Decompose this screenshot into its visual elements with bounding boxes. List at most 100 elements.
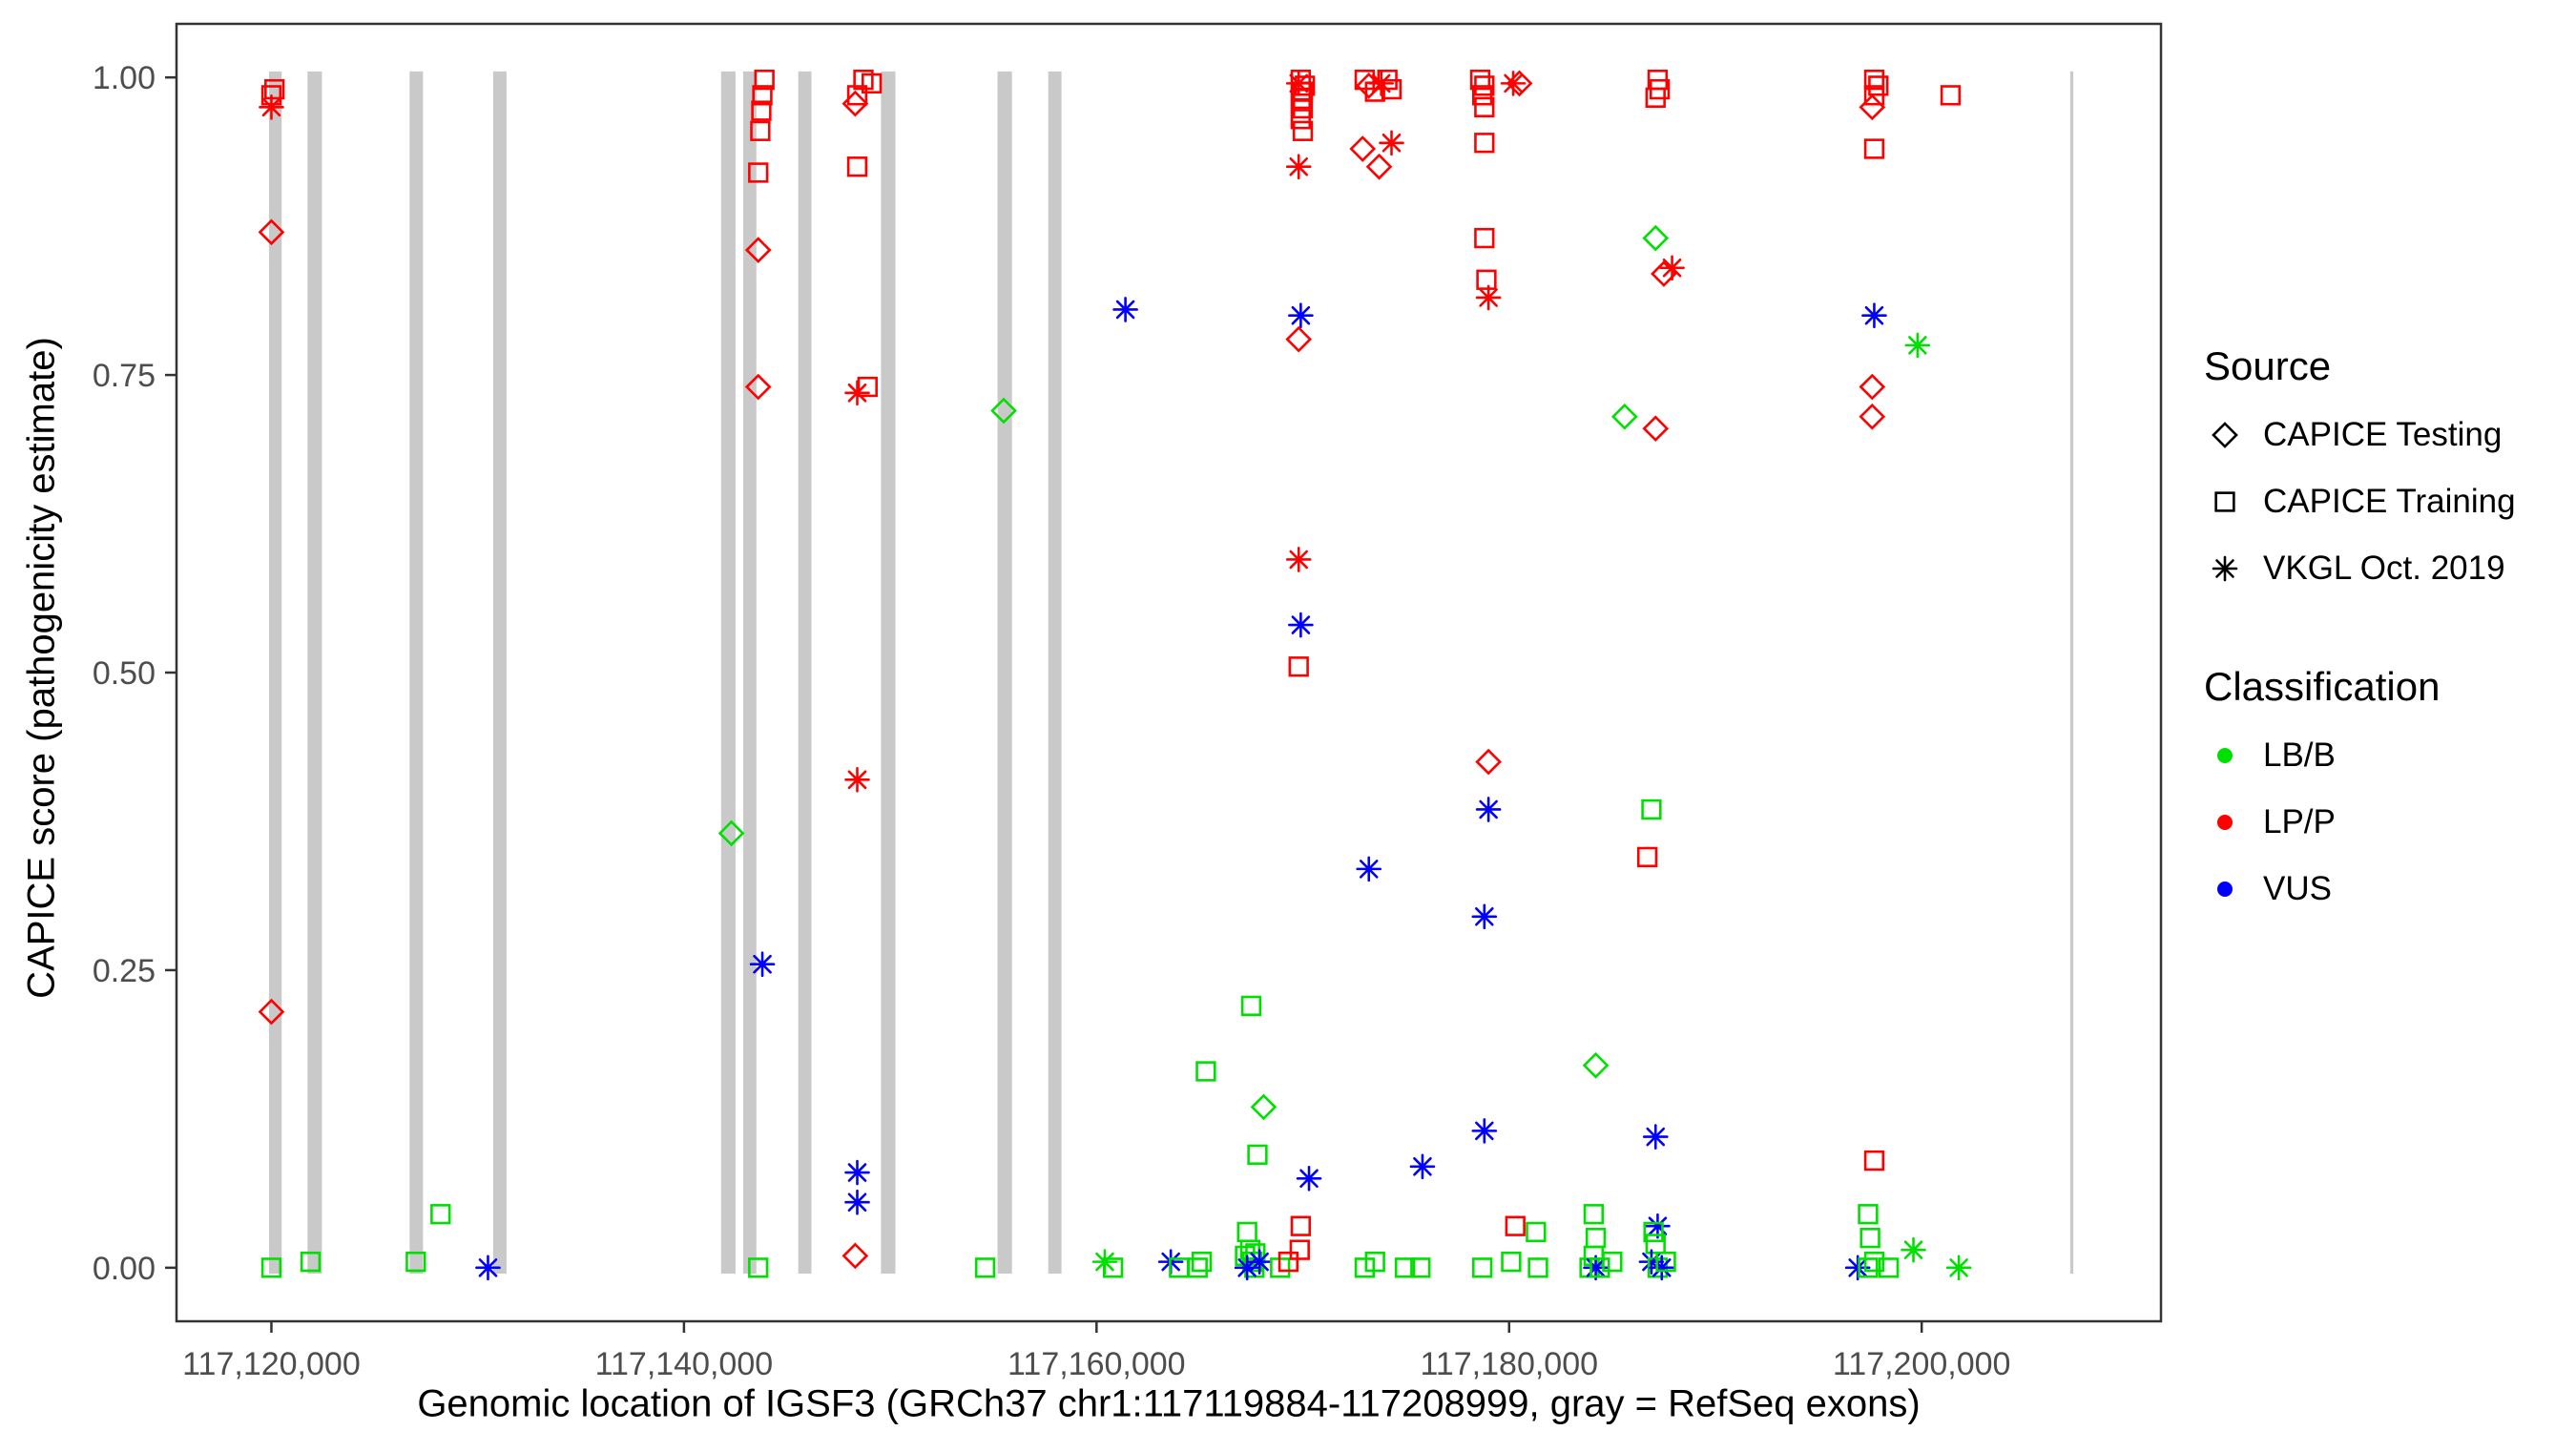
data-point <box>1471 1257 1493 1278</box>
data-point <box>1236 1221 1257 1243</box>
data-point <box>1863 85 1885 106</box>
data-point <box>744 237 772 263</box>
color-dot-icon <box>2204 735 2246 777</box>
data-point <box>1655 1251 1676 1273</box>
data-point <box>1585 1228 1607 1249</box>
plot-panel-border <box>175 22 2163 1323</box>
data-point <box>1641 798 1662 820</box>
data-point <box>1858 1257 1879 1278</box>
data-point <box>844 766 870 793</box>
y-tick-label: 0.75 <box>93 358 156 394</box>
data-point <box>1471 85 1493 106</box>
data-point <box>1651 260 1677 287</box>
data-point <box>1288 612 1314 638</box>
data-point <box>1246 1249 1273 1275</box>
data-point <box>717 819 745 847</box>
data-point <box>1500 71 1527 96</box>
legend-classification-group: Classification LB/B LP/P VUS <box>2204 664 2576 910</box>
data-point <box>1368 71 1395 96</box>
data-point <box>748 1257 769 1278</box>
data-point <box>1602 1251 1623 1273</box>
color-dot-icon <box>2204 801 2246 843</box>
data-point <box>1526 1221 1547 1243</box>
data-point <box>1354 1257 1376 1278</box>
data-point <box>1582 1051 1610 1079</box>
data-point <box>1292 97 1314 119</box>
data-point <box>300 1251 322 1273</box>
data-point <box>1278 1251 1299 1273</box>
legend-source-title: Source <box>2204 343 2332 388</box>
refseq-exon-bar <box>409 71 424 1275</box>
data-point <box>857 376 878 398</box>
y-tick-label: 0.25 <box>93 953 156 989</box>
x-tick-label: 117,140,000 <box>595 1346 774 1382</box>
legend-classification-items: LB/B LP/P VUS <box>2204 735 2576 910</box>
data-point <box>1863 1150 1885 1172</box>
data-point <box>1863 69 1885 91</box>
refseq-exon-bar <box>2069 71 2074 1275</box>
data-point <box>1527 1257 1548 1278</box>
legend-source-items: CAPICE Testing CAPICE Training VKGL Oct. 2… <box>2204 414 2576 590</box>
data-point <box>1476 269 1497 290</box>
data-point <box>1475 748 1502 776</box>
legend-item-capice-training: CAPICE Training <box>2204 481 2576 523</box>
y-tick-label: 1.00 <box>93 60 156 96</box>
data-point <box>430 1204 451 1225</box>
data-point <box>1506 70 1533 97</box>
data-point <box>475 1255 501 1281</box>
data-point <box>1863 1251 1885 1273</box>
data-point <box>1859 403 1886 430</box>
data-point <box>1844 1255 1871 1281</box>
data-point <box>1410 1257 1431 1278</box>
data-point <box>1859 373 1886 401</box>
square-icon <box>2204 481 2246 523</box>
legend: Source CAPICE Testing CAPICE Training VKGL… <box>2204 343 2576 985</box>
data-point <box>1858 1204 1879 1225</box>
data-point <box>1645 1234 1666 1255</box>
data-point <box>844 380 870 406</box>
refseq-exon-bar <box>720 71 736 1275</box>
data-point <box>749 951 776 977</box>
data-point <box>1364 1251 1385 1273</box>
data-point <box>258 218 285 246</box>
data-point <box>1904 332 1931 359</box>
refseq-exon-bar <box>492 71 507 1275</box>
x-tick-label: 117,180,000 <box>1420 1346 1598 1382</box>
data-point <box>1394 1257 1416 1278</box>
data-point <box>1859 93 1886 121</box>
data-point <box>1878 1257 1900 1278</box>
refseq-exon-bar <box>997 71 1012 1275</box>
diamond-icon <box>2204 414 2246 456</box>
data-point <box>1475 797 1502 822</box>
data-point <box>1289 1239 1310 1260</box>
data-point <box>752 85 773 106</box>
legend-item-capice-testing: CAPICE Testing <box>2204 414 2576 456</box>
data-point <box>1505 1215 1526 1236</box>
data-point <box>751 100 772 121</box>
refseq-exon-bar <box>268 71 282 1275</box>
data-point <box>841 90 869 117</box>
legend-item-label: VKGL Oct. 2019 <box>2263 550 2505 587</box>
data-point <box>1296 1165 1322 1192</box>
data-point <box>841 1242 869 1270</box>
data-point <box>1288 302 1314 328</box>
data-point <box>844 1189 870 1215</box>
data-point <box>990 397 1017 425</box>
color-dot-icon <box>2204 868 2246 910</box>
data-point <box>974 1257 996 1278</box>
data-point <box>1859 1228 1880 1249</box>
data-point <box>1379 130 1404 156</box>
data-point <box>260 1257 282 1278</box>
data-point <box>1471 1118 1498 1144</box>
data-point <box>1285 547 1312 572</box>
data-point <box>1191 1251 1213 1273</box>
data-point <box>1290 1215 1312 1236</box>
data-point <box>1863 138 1885 159</box>
data-point <box>1290 109 1312 130</box>
refseq-exon-bar <box>798 71 812 1275</box>
data-point <box>1501 1251 1522 1273</box>
legend-item-vkgl-oct-2019: VKGL Oct. 2019 <box>2204 548 2576 590</box>
data-point <box>1636 846 1658 868</box>
legend-item-label: CAPICE Training <box>2263 483 2516 520</box>
